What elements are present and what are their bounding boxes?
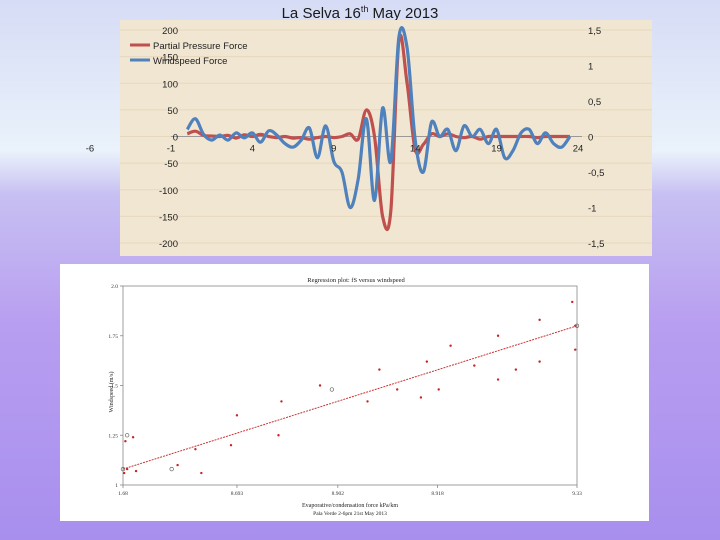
- regression-plot-panel: 1.68 8.693 8.902 8.918 9.33 2.0 1.75 1.5 1.25 1 R…: [60, 264, 649, 521]
- data-point: [496, 334, 500, 337]
- x-tick-label: 9.33: [572, 491, 582, 497]
- regression-ylabel: Windspeed (m/s): [108, 372, 115, 413]
- regression-subcaption: Pala Verde 2-6pm 21st May 2013: [313, 511, 387, 517]
- y-right-tick-label: 1,5: [588, 26, 601, 37]
- y-right-tick-label: -0,5: [588, 168, 604, 179]
- windspeed-series-line: [185, 26, 572, 210]
- data-point: [277, 434, 280, 437]
- regression-xlabel: Evaporative/condensation force kPa/km: [302, 502, 398, 509]
- data-point: [574, 348, 577, 351]
- data-point: [229, 444, 233, 447]
- y-left-tick-label: 0: [173, 133, 178, 144]
- data-point: [176, 463, 179, 467]
- data-point: [134, 469, 138, 473]
- data-point: [538, 360, 541, 363]
- data-point: [395, 388, 399, 391]
- y-left-tick-label: -100: [159, 186, 178, 197]
- outlier-point: [169, 466, 174, 472]
- partial-pressure-series-line: [186, 33, 570, 231]
- y-tick-label: 1: [115, 483, 118, 489]
- y-left-tick-label: 200: [162, 26, 178, 37]
- y-left-tick-label: -200: [159, 239, 178, 250]
- x-tick-label: -1: [167, 144, 175, 155]
- y-left-tick-label: 150: [162, 53, 178, 64]
- x-tick-label: 1.68: [118, 491, 128, 497]
- x-tick-label: 9: [331, 144, 336, 155]
- data-point: [194, 447, 197, 451]
- x-tick-label: 8.693: [231, 491, 244, 497]
- data-point: [280, 400, 283, 403]
- data-point: [131, 436, 135, 439]
- x-tick-label: 24: [573, 144, 584, 155]
- slide-title: La Selva 16th May 2013: [281, 4, 439, 22]
- y-left-tick-label: 100: [162, 79, 178, 90]
- data-point: [124, 440, 127, 443]
- x-tick-label: 8.902: [332, 491, 345, 497]
- regression-title: Regression plot: fS versus windspeed: [307, 277, 405, 284]
- data-point: [425, 360, 429, 363]
- y-tick-label: 1.5: [111, 384, 118, 390]
- outlier-point: [329, 387, 335, 392]
- x-tick-label: 4: [250, 144, 255, 155]
- data-point: [538, 318, 541, 322]
- data-point: [449, 344, 452, 347]
- y-left-tick-label: -50: [164, 159, 178, 170]
- legend-label: Partial Pressure Force: [153, 41, 248, 52]
- y-right-tick-label: 0,5: [588, 97, 601, 108]
- x-tick-label: -6: [86, 144, 94, 155]
- regression-scatter-plot: 1.68 8.693 8.902 8.918 9.33 2.0 1.75 1.5 1.25 1 R…: [108, 277, 582, 517]
- data-point: [318, 384, 322, 387]
- data-point: [571, 300, 574, 304]
- legend-label: Windspeed Force: [153, 56, 227, 67]
- x-tick-label: 19: [491, 144, 502, 155]
- data-point: [378, 368, 381, 371]
- regression-plot-frame: [122, 285, 578, 486]
- data-point: [419, 396, 423, 399]
- data-point: [122, 471, 126, 475]
- y-right-tick-label: 0: [588, 133, 593, 144]
- data-point: [514, 368, 518, 371]
- windspeed-pressure-line-chart: 200 150 100 50 0 -50 -100 -150 -200 1,5 1 0,5 0 -0,5 -…: [86, 20, 652, 256]
- outlier-point: [574, 323, 580, 328]
- y-right-tick-label: 1: [588, 62, 593, 73]
- outlier-point: [120, 466, 126, 472]
- data-point: [473, 364, 476, 367]
- regression-line: [122, 325, 578, 470]
- y-right-tick-label: -1,5: [588, 239, 604, 250]
- y-left-tick-label: 50: [167, 106, 178, 117]
- data-point: [235, 414, 239, 417]
- x-tick-label: 14: [410, 144, 421, 155]
- y-tick-label: 2.0: [111, 284, 118, 290]
- data-point: [496, 378, 500, 381]
- x-tick-label: 8.918: [431, 491, 444, 497]
- y-left-tick-label: -150: [159, 212, 178, 223]
- data-point: [437, 388, 440, 391]
- data-point: [200, 471, 203, 475]
- data-point: [366, 400, 369, 403]
- y-tick-label: 1.75: [108, 334, 118, 340]
- y-tick-label: 1.25: [108, 433, 118, 439]
- y-right-tick-label: -1: [588, 204, 596, 215]
- data-point: [125, 467, 129, 471]
- outlier-point: [125, 433, 130, 438]
